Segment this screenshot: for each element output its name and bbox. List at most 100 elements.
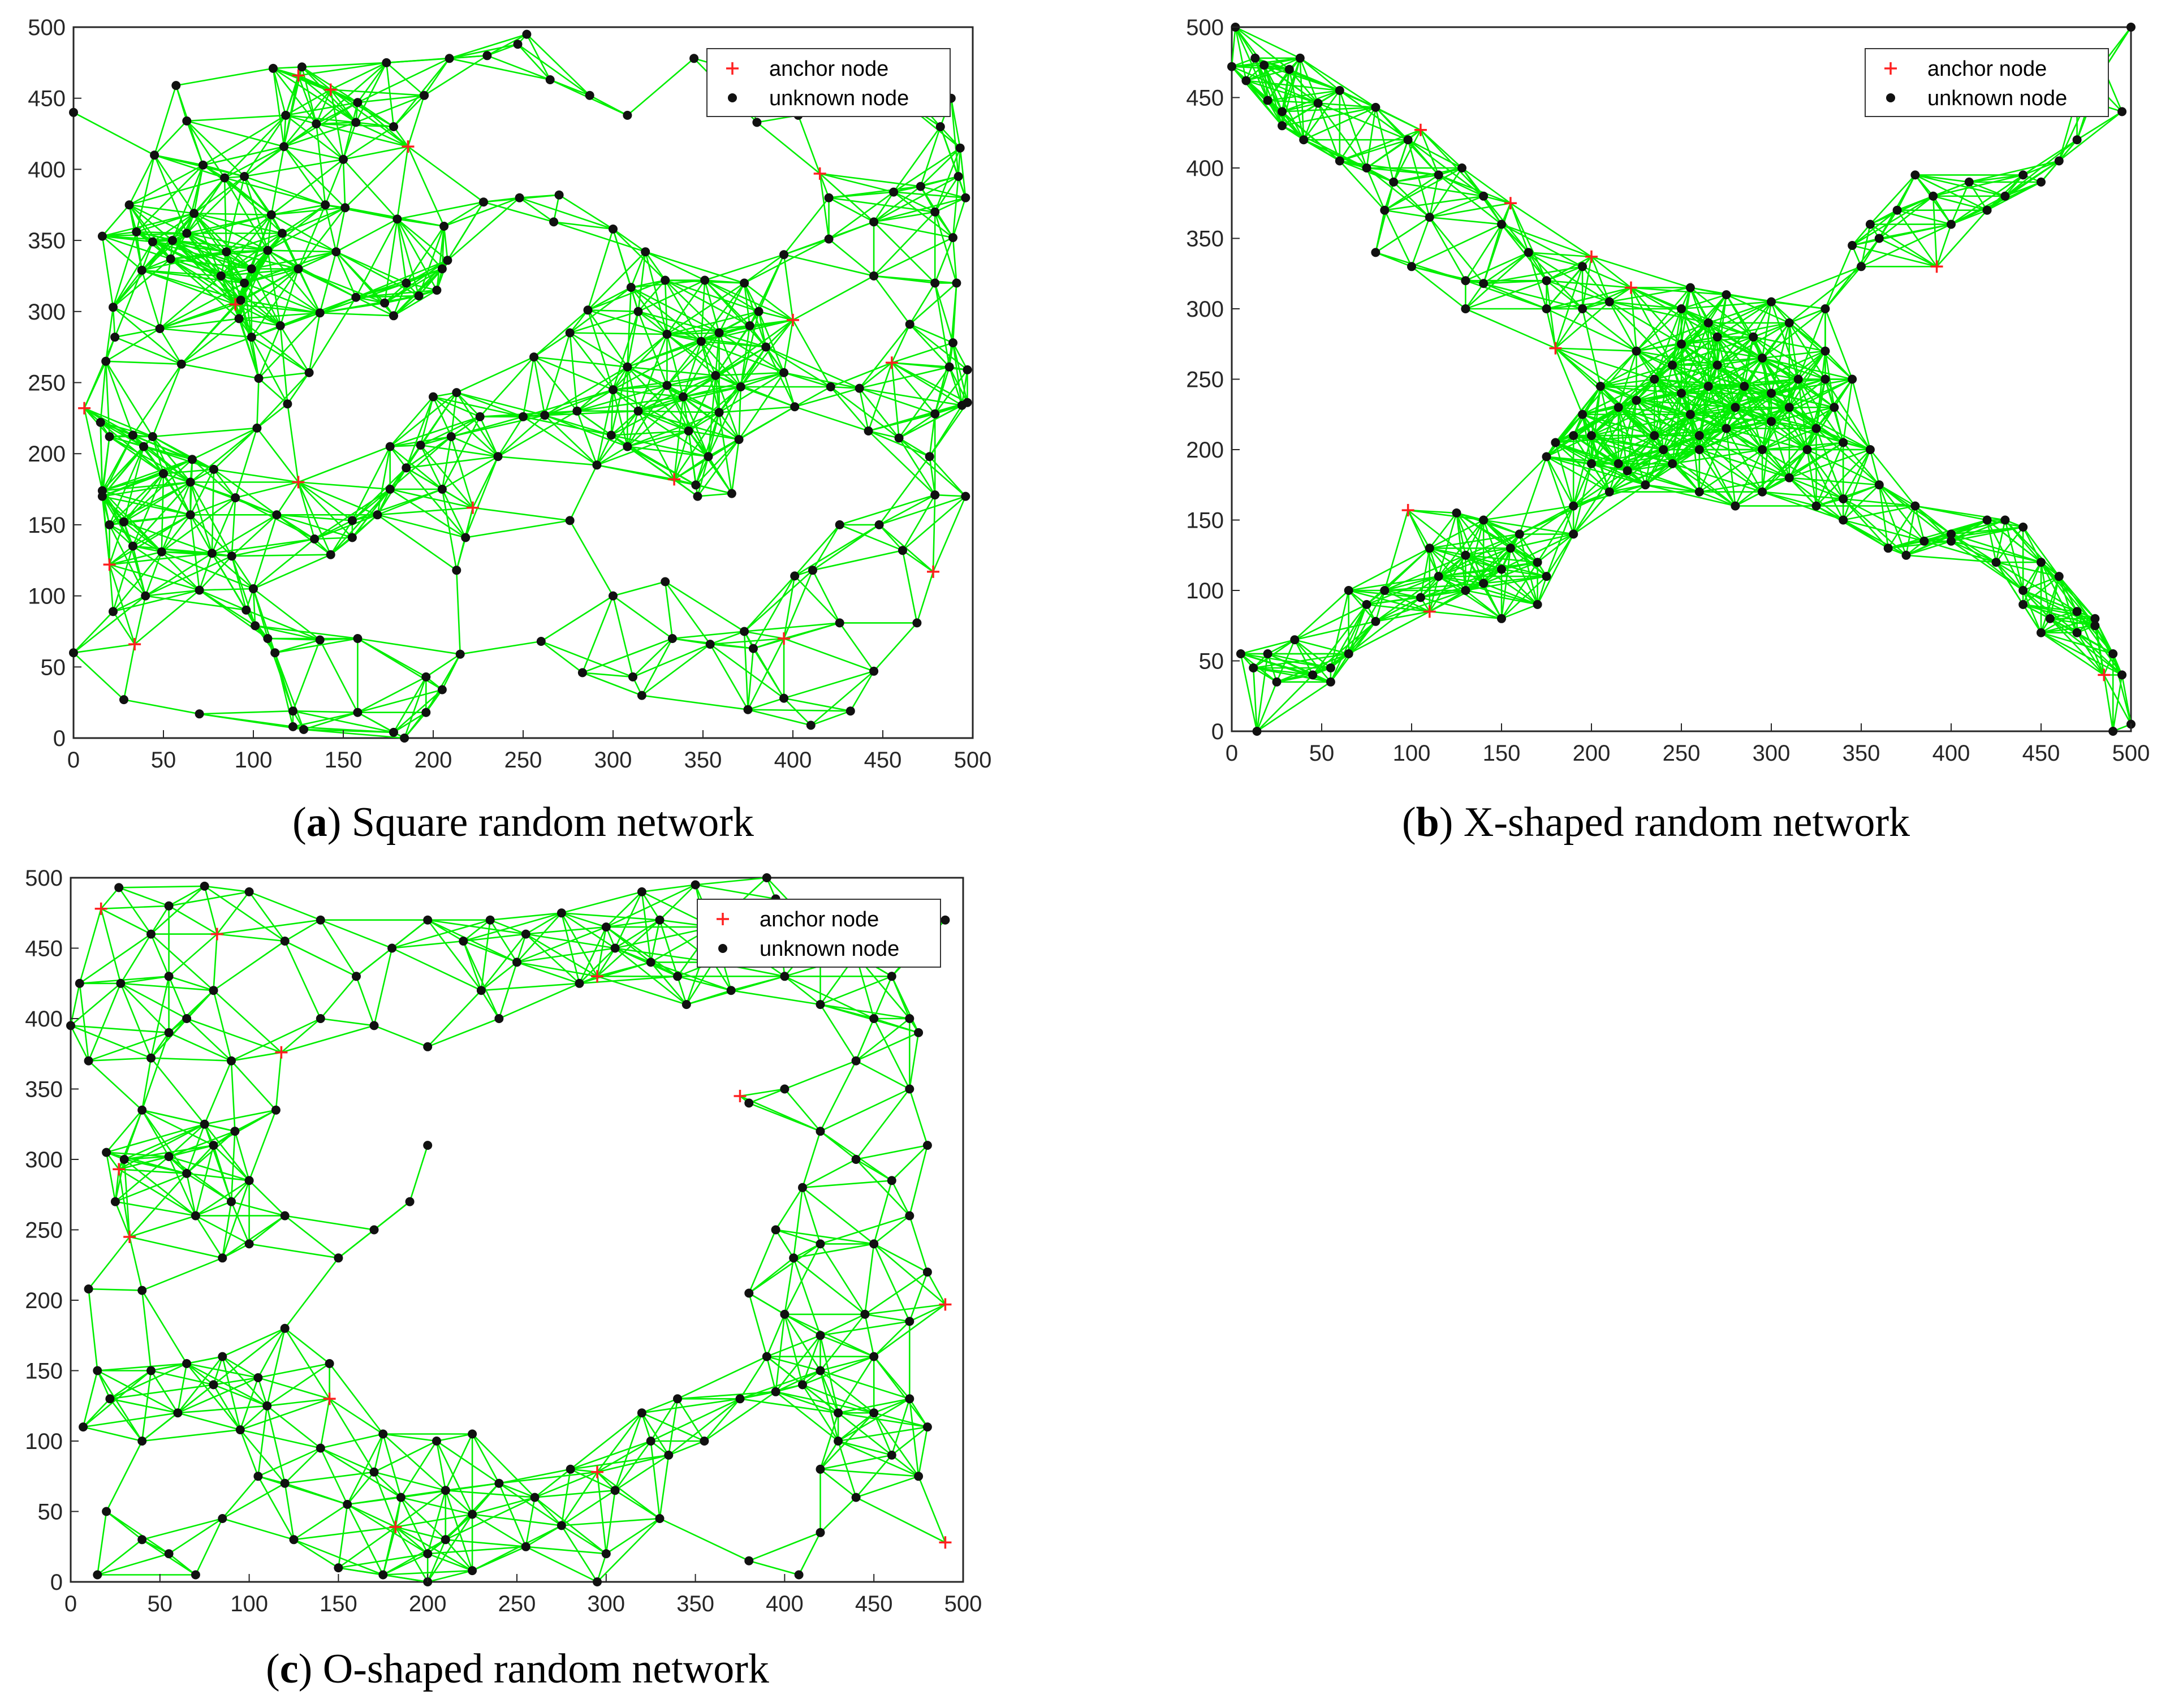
network-edge <box>627 58 694 116</box>
network-edge <box>123 521 213 554</box>
unknown-node-point <box>132 227 141 236</box>
unknown-node-point <box>253 1472 263 1481</box>
network-edge <box>119 1168 187 1175</box>
network-edge <box>1483 561 1538 584</box>
unknown-node-point <box>1811 501 1821 511</box>
network-edge <box>189 427 258 483</box>
network-edge <box>1707 386 1727 429</box>
network-edge <box>101 446 144 491</box>
network-edge <box>256 378 260 428</box>
network-edge <box>483 201 554 223</box>
network-edge <box>222 1201 232 1258</box>
network-edge <box>392 676 427 733</box>
network-edge <box>701 340 766 348</box>
network-edge <box>632 638 673 678</box>
network-edge <box>570 1468 616 1491</box>
network-edge <box>2022 160 2060 176</box>
network-edge <box>794 575 840 624</box>
network-edge <box>1789 477 1879 486</box>
network-edge <box>145 595 247 611</box>
anchor-node-point <box>466 501 479 514</box>
unknown-node-point <box>2117 670 2127 680</box>
y-tick-label: 400 <box>1186 156 1224 181</box>
network-edge <box>1851 379 1871 450</box>
network-edge <box>102 495 191 516</box>
network-edge <box>561 891 642 914</box>
network-edge <box>123 698 200 715</box>
network-edge <box>1294 603 1367 641</box>
network-edge <box>391 940 464 949</box>
x-tick-label: 500 <box>944 1591 982 1616</box>
network-edge <box>73 611 114 654</box>
network-edge <box>1888 540 1952 549</box>
network-edge <box>2022 575 2060 592</box>
unknown-node-point <box>1784 403 1794 412</box>
network-edge <box>391 947 482 991</box>
unknown-node-point <box>1416 593 1425 602</box>
network-edge <box>2058 139 2078 162</box>
network-edge <box>1761 301 1772 359</box>
network-edge <box>301 66 357 123</box>
network-edge <box>1591 434 1664 451</box>
network-edge <box>276 514 331 555</box>
network-edge <box>447 201 485 261</box>
network-edge <box>1501 223 1592 258</box>
network-edge <box>1483 266 1583 284</box>
unknown-node-point <box>218 1514 227 1523</box>
network-edge <box>420 444 498 458</box>
unknown-node-point <box>166 254 175 264</box>
unknown-node-point <box>798 1380 807 1390</box>
network-edge <box>238 250 269 319</box>
network-edge <box>1681 294 1727 345</box>
network-edge <box>569 309 589 334</box>
network-edge <box>73 111 155 156</box>
network-edge <box>1482 224 1503 284</box>
network-edge <box>873 1215 911 1245</box>
unknown-node-point <box>468 1509 477 1519</box>
network-edge <box>1375 611 1430 623</box>
unknown-node-point <box>389 122 398 131</box>
network-edge <box>109 435 191 483</box>
network-edge <box>405 396 434 468</box>
network-edge <box>920 186 936 213</box>
network-edge <box>251 336 310 374</box>
unknown-node-point <box>1703 382 1713 391</box>
network-edge <box>612 389 639 412</box>
unknown-node-point <box>887 972 896 981</box>
network-edge <box>672 631 745 640</box>
network-edge <box>281 1018 321 1053</box>
x-tick-label: 150 <box>1483 741 1521 766</box>
network-edge <box>377 489 391 515</box>
network-edge <box>357 676 426 713</box>
network-edge <box>534 1496 562 1526</box>
unknown-node-point <box>696 337 706 346</box>
network-edge <box>891 1398 911 1456</box>
x-tick-label: 350 <box>676 1591 714 1616</box>
network-edge <box>281 1025 374 1054</box>
network-edge <box>1699 477 1790 493</box>
unknown-node-point <box>2090 621 2100 631</box>
network-edge <box>292 711 358 728</box>
network-edge <box>186 232 252 270</box>
network-edge <box>101 490 162 553</box>
network-edge <box>271 207 346 216</box>
network-edge <box>1725 428 1763 451</box>
network-edge <box>916 571 934 623</box>
network-edge <box>792 1257 821 1336</box>
network-edge <box>666 332 720 386</box>
network-edge <box>1843 442 1871 451</box>
network-edge <box>873 1412 892 1456</box>
network-edge <box>2022 589 2095 620</box>
network-edge <box>244 158 344 178</box>
network-edge <box>1546 434 1592 458</box>
network-edge <box>213 427 258 470</box>
network-edge <box>168 1156 197 1217</box>
unknown-node-point <box>441 1486 450 1495</box>
y-tick-label: 300 <box>28 300 66 325</box>
unknown-node-point <box>385 485 395 494</box>
network-edge <box>202 164 245 178</box>
caption-b-text: X-shaped random network <box>1453 799 1910 846</box>
network-edge <box>199 589 256 627</box>
network-edge <box>1528 252 1584 309</box>
network-edge <box>1591 413 1691 437</box>
